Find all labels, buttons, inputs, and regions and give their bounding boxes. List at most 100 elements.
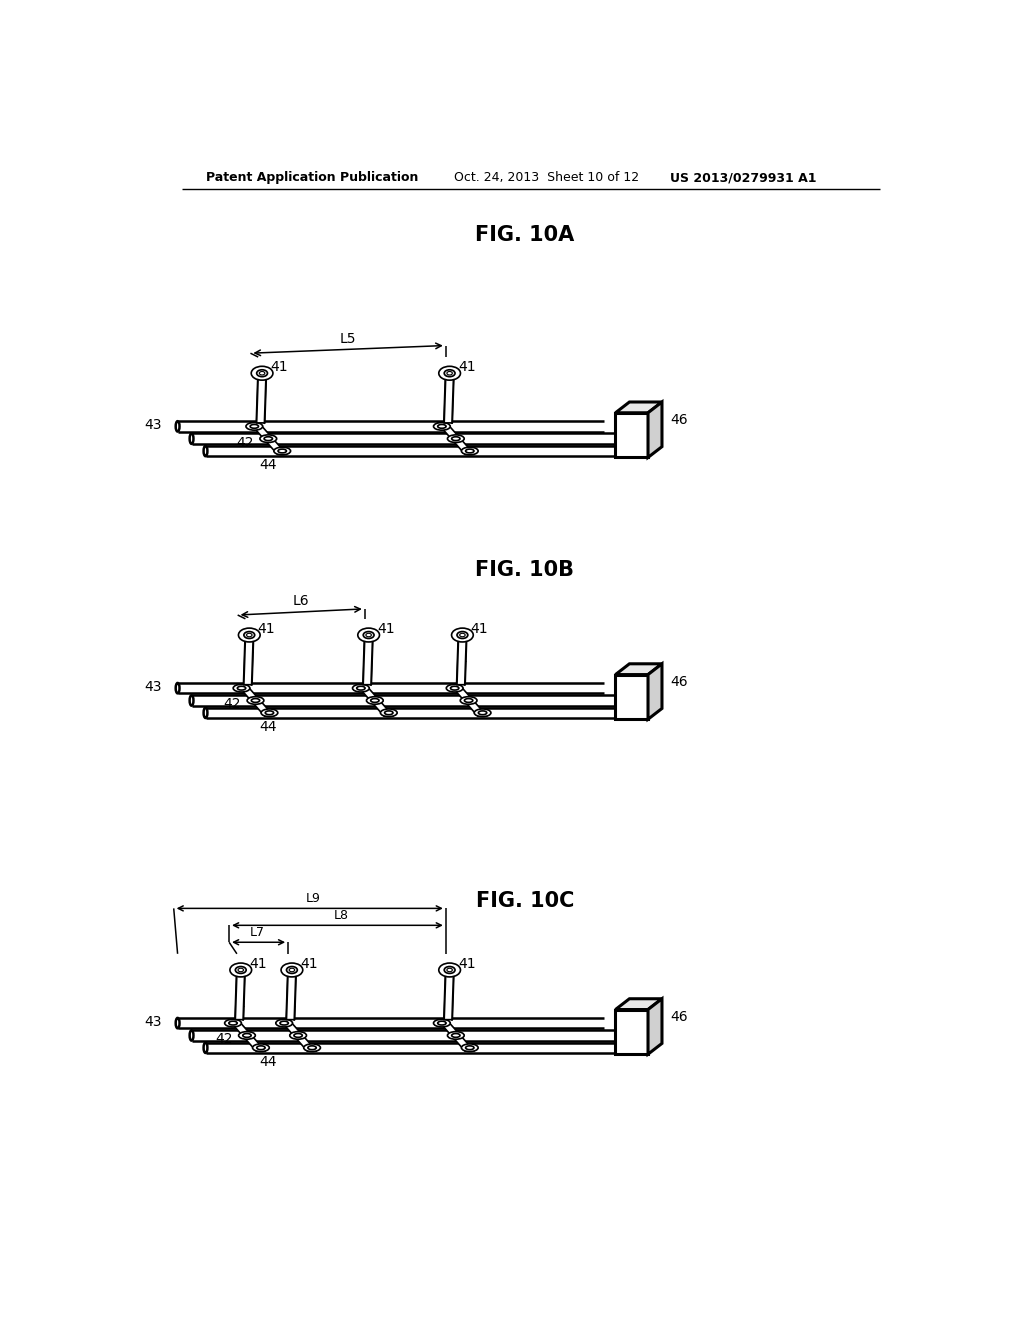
Ellipse shape (381, 709, 397, 717)
Polygon shape (250, 422, 287, 454)
Ellipse shape (478, 711, 486, 714)
Ellipse shape (244, 631, 255, 639)
Ellipse shape (437, 425, 446, 428)
Text: 41: 41 (249, 957, 266, 970)
Ellipse shape (176, 682, 179, 693)
Ellipse shape (246, 422, 263, 430)
Ellipse shape (294, 1034, 302, 1038)
Polygon shape (287, 973, 296, 1019)
Ellipse shape (238, 686, 246, 690)
Text: FIG. 10B: FIG. 10B (475, 561, 574, 581)
Ellipse shape (253, 1044, 269, 1052)
Text: Oct. 24, 2013  Sheet 10 of 12: Oct. 24, 2013 Sheet 10 of 12 (454, 172, 639, 185)
Ellipse shape (438, 367, 461, 380)
Ellipse shape (433, 1019, 451, 1027)
Ellipse shape (371, 698, 379, 702)
Ellipse shape (466, 1045, 474, 1049)
Ellipse shape (462, 447, 478, 455)
Ellipse shape (257, 370, 267, 376)
Ellipse shape (287, 966, 297, 973)
Ellipse shape (265, 711, 273, 714)
Ellipse shape (357, 628, 380, 642)
Text: L5: L5 (340, 331, 356, 346)
Ellipse shape (352, 684, 370, 692)
Ellipse shape (243, 1034, 251, 1038)
Text: L9: L9 (306, 892, 322, 906)
Ellipse shape (364, 631, 374, 639)
Ellipse shape (446, 969, 453, 972)
Polygon shape (257, 376, 266, 422)
Ellipse shape (204, 708, 208, 718)
Ellipse shape (238, 969, 244, 972)
Ellipse shape (457, 631, 468, 639)
Ellipse shape (204, 446, 208, 457)
Ellipse shape (280, 1022, 289, 1026)
Ellipse shape (462, 1044, 478, 1052)
Ellipse shape (367, 697, 383, 705)
Ellipse shape (275, 1019, 293, 1027)
Ellipse shape (250, 425, 258, 428)
Ellipse shape (444, 966, 455, 973)
Ellipse shape (446, 371, 453, 375)
Text: FIG. 10C: FIG. 10C (475, 891, 574, 911)
Text: 46: 46 (671, 413, 688, 426)
Text: L8: L8 (334, 908, 349, 921)
Polygon shape (457, 638, 466, 685)
Polygon shape (237, 685, 274, 717)
Polygon shape (364, 638, 373, 685)
Text: 41: 41 (471, 622, 488, 636)
Ellipse shape (281, 964, 303, 977)
Polygon shape (615, 999, 662, 1010)
Ellipse shape (176, 421, 179, 432)
Polygon shape (648, 403, 662, 458)
Ellipse shape (257, 1045, 265, 1049)
Text: 41: 41 (270, 360, 288, 374)
Ellipse shape (452, 1034, 460, 1038)
Text: 46: 46 (671, 1010, 688, 1023)
Ellipse shape (289, 969, 295, 972)
Text: 43: 43 (144, 418, 162, 432)
Ellipse shape (239, 1032, 255, 1039)
Ellipse shape (204, 1043, 208, 1053)
Polygon shape (280, 1019, 316, 1051)
Text: Patent Application Publication: Patent Application Publication (206, 172, 418, 185)
Ellipse shape (446, 684, 463, 692)
Text: 44: 44 (259, 458, 278, 471)
Ellipse shape (236, 966, 246, 973)
Text: 43: 43 (144, 680, 162, 693)
Ellipse shape (233, 684, 250, 692)
Ellipse shape (438, 964, 461, 977)
Ellipse shape (247, 634, 252, 636)
Text: US 2013/0279931 A1: US 2013/0279931 A1 (671, 172, 817, 185)
Text: 41: 41 (300, 957, 317, 970)
Ellipse shape (452, 437, 460, 441)
Text: 41: 41 (257, 622, 275, 636)
Ellipse shape (176, 1018, 179, 1028)
Ellipse shape (304, 1044, 321, 1052)
Ellipse shape (447, 434, 464, 442)
Ellipse shape (451, 686, 459, 690)
Polygon shape (615, 664, 662, 675)
Text: 44: 44 (259, 719, 278, 734)
Ellipse shape (228, 1022, 238, 1026)
Ellipse shape (460, 634, 465, 636)
Text: 46: 46 (671, 675, 688, 689)
Ellipse shape (261, 709, 278, 717)
Ellipse shape (356, 686, 366, 690)
Ellipse shape (460, 697, 477, 705)
Ellipse shape (264, 437, 272, 441)
Ellipse shape (247, 697, 264, 705)
Polygon shape (615, 1010, 648, 1055)
Polygon shape (615, 413, 648, 458)
Text: FIG. 10A: FIG. 10A (475, 226, 574, 246)
Ellipse shape (437, 1022, 446, 1026)
Ellipse shape (308, 1045, 316, 1049)
Ellipse shape (474, 709, 490, 717)
Polygon shape (437, 1019, 474, 1051)
Text: 41: 41 (377, 622, 394, 636)
Ellipse shape (230, 964, 252, 977)
Ellipse shape (273, 447, 291, 455)
Ellipse shape (452, 628, 473, 642)
Ellipse shape (251, 367, 273, 380)
Polygon shape (615, 403, 662, 413)
